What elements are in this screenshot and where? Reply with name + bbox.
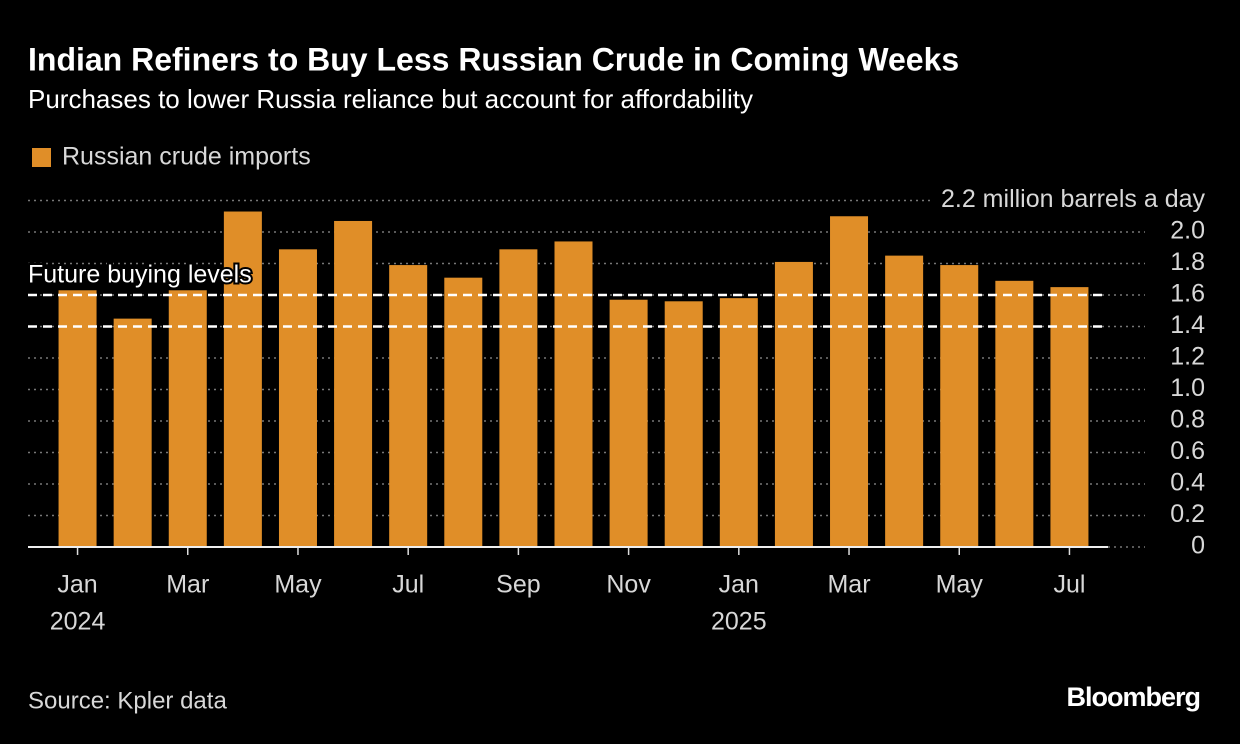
bar: [885, 255, 924, 547]
bar: [774, 261, 813, 547]
x-tick-label: Jan: [719, 571, 759, 599]
bar: [58, 290, 97, 547]
x-year-label: 2024: [50, 608, 106, 636]
annotation: Future buying levels: [28, 261, 252, 289]
bar: [554, 241, 593, 547]
bar: [719, 298, 758, 547]
bar: [499, 249, 538, 547]
y-tick-label: 0.4: [1170, 469, 1205, 497]
x-tick-label: Jul: [1053, 571, 1085, 599]
x-year-label: 2025: [711, 608, 767, 636]
bar: [664, 301, 703, 547]
bar: [444, 277, 483, 547]
y-tick-label: 1.8: [1170, 248, 1205, 276]
bar: [278, 249, 317, 547]
y-tick-label: 1.6: [1170, 280, 1205, 308]
chart-subtitle: Purchases to lower Russia reliance but a…: [28, 84, 753, 114]
y-tick-label: 0: [1191, 532, 1205, 560]
y-tick-label: 0.8: [1170, 406, 1205, 434]
legend-label: Russian crude imports: [62, 143, 311, 171]
y-tick-label: 0.6: [1170, 437, 1205, 465]
brand: Bloomberg: [1066, 682, 1200, 712]
x-tick-label: Mar: [827, 571, 870, 599]
y-tick-label: 1.4: [1170, 311, 1205, 339]
x-tick-label: May: [936, 571, 984, 599]
chart-title: Indian Refiners to Buy Less Russian Crud…: [28, 41, 959, 77]
y-tick-label: 2.0: [1170, 217, 1205, 245]
x-tick-label: Nov: [606, 571, 651, 599]
bar: [389, 265, 428, 547]
bar: [940, 265, 979, 547]
bar: [113, 318, 152, 547]
x-tick-label: May: [274, 571, 322, 599]
bar: [995, 280, 1034, 547]
source: Source: Kpler data: [28, 687, 227, 714]
y-tick-label: 2.2 million barrels a day: [941, 185, 1206, 213]
bar: [830, 216, 869, 547]
x-tick-label: Jul: [392, 571, 424, 599]
x-tick-label: Mar: [166, 571, 209, 599]
bar: [334, 220, 373, 547]
bar: [609, 299, 648, 547]
bar: [1050, 287, 1089, 547]
y-tick-label: 0.2: [1170, 500, 1205, 528]
y-tick-label: 1.2: [1170, 343, 1205, 371]
bar: [223, 211, 262, 547]
bar: [168, 290, 207, 547]
x-tick-label: Jan: [57, 571, 97, 599]
legend-swatch: [32, 148, 51, 167]
x-tick-label: Sep: [496, 571, 540, 599]
y-tick-label: 1.0: [1170, 374, 1205, 402]
